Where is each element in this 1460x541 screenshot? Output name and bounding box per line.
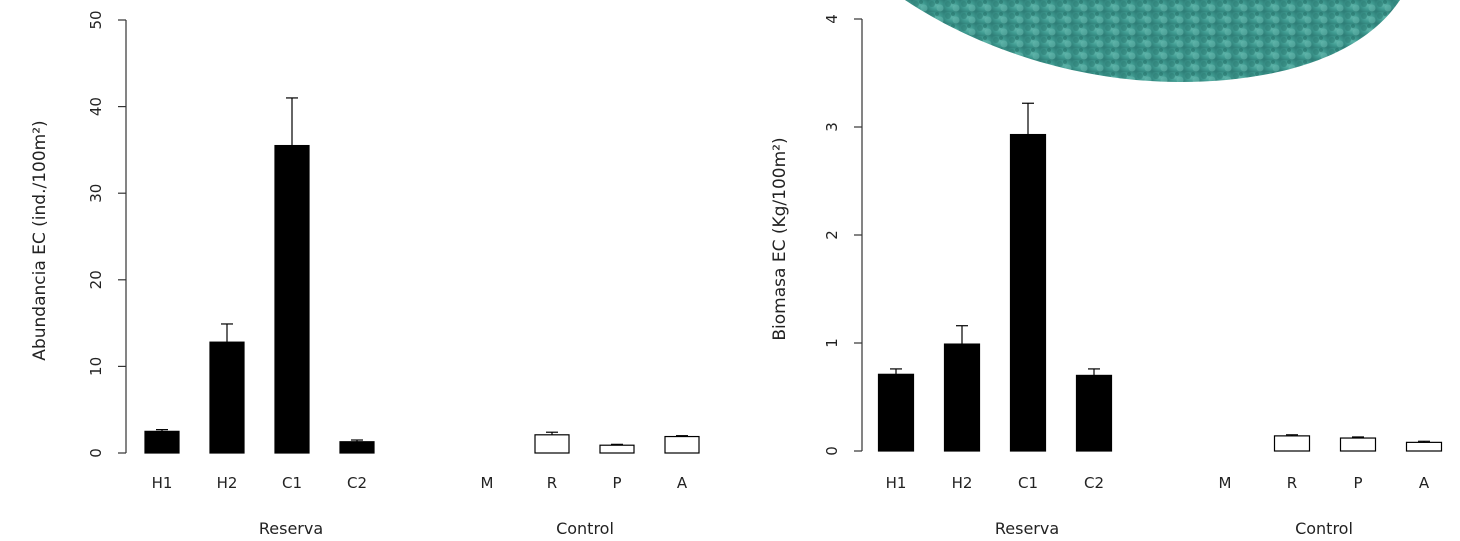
category-label: C2 [347,474,367,492]
y-tick-label: 10 [87,357,105,376]
category-label: A [1419,474,1430,492]
category-label: M [1219,474,1232,492]
abundance-chart: 0 10 20 30 40 50 Abundancia EC (ind./100m²) H1 H… [30,10,700,538]
y-tick-label: 4 [823,14,841,24]
biomass-chart: 0 1 2 3 4 Biomasa EC (Kg/100m²) H1 H2 C1 C2 Reserv… [770,14,1443,538]
category-label: H2 [217,474,238,492]
bar-c2 [1075,374,1113,452]
category-label: R [1287,474,1297,492]
bar-a [664,435,700,454]
category-label: C2 [1084,474,1104,492]
category-label: H1 [886,474,907,492]
bar-a [1405,441,1443,452]
y-tick-label: 50 [87,10,105,29]
group-label: Control [556,519,614,538]
bar-h1 [144,430,180,454]
y-tick-label: 2 [823,230,841,240]
category-label: C1 [282,474,302,492]
bar-c2 [339,441,375,454]
y-axis-label: Biomasa EC (Kg/100m²) [770,137,790,340]
bar-c1 [274,144,310,454]
y-tick-label: 30 [87,184,105,203]
y-tick-label: 0 [87,448,105,458]
forest-photo-image [905,0,1400,82]
y-tick-label: 0 [823,446,841,456]
y-tick-label: 1 [823,338,841,348]
category-label: A [677,474,688,492]
group-label: Reserva [995,519,1059,538]
y-tick-label: 3 [823,122,841,132]
bar-h1 [877,373,915,452]
category-label: M [481,474,494,492]
bar-h2 [209,341,245,454]
category-label: P [1353,474,1362,492]
y-tick-label: 20 [87,270,105,289]
bar-c1 [1009,133,1047,452]
category-label: H1 [152,474,173,492]
bar-r [534,434,570,454]
bar-h2 [943,343,981,452]
bar-p [599,444,635,454]
category-label: R [547,474,557,492]
bar-r [1273,435,1311,452]
category-label: H2 [952,474,973,492]
group-label: Reserva [259,519,323,538]
bar-p [1339,437,1377,452]
y-tick-label: 40 [87,97,105,116]
y-axis-label: Abundancia EC (ind./100m²) [30,120,50,360]
category-label: P [612,474,621,492]
group-label: Control [1295,519,1353,538]
category-label: C1 [1018,474,1038,492]
